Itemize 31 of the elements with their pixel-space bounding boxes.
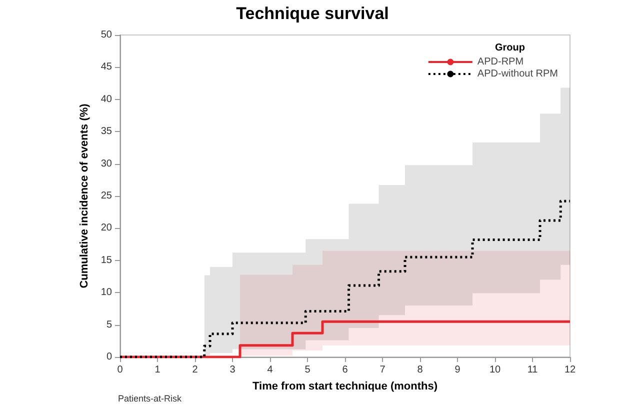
y-tick-label: 35: [100, 126, 112, 138]
y-tick-label: 10: [100, 287, 112, 298]
text: Patients-at-Risk: [118, 394, 182, 404]
chart-title: Technique survival: [236, 4, 389, 23]
x-tick-label: 4: [267, 364, 274, 376]
y-tick-label: 20: [100, 222, 112, 234]
x-tick-label: 3: [230, 364, 236, 376]
y-tick-label: 40: [100, 94, 112, 105]
y-tick-label: 15: [100, 254, 112, 266]
x-tick-label: 7: [380, 364, 386, 376]
x-tick-label: 8: [417, 364, 424, 376]
x-tick-label: 12: [564, 364, 576, 376]
x-tick-label: 6: [342, 364, 348, 376]
x-tick-label: 0: [117, 364, 124, 376]
x-tick-label: 9: [454, 364, 461, 376]
x-tick-label: 1: [154, 364, 161, 376]
legend-title: Group: [495, 42, 526, 54]
x-axis-title: Time from start technique (months): [252, 380, 438, 392]
y-tick-label: 50: [100, 30, 112, 40]
y-tick-label: 0: [106, 352, 112, 362]
y-tick-label: 45: [100, 62, 112, 73]
y-tick-label: 5: [106, 319, 112, 330]
y-tick-label: 25: [100, 190, 112, 202]
y-axis-title: Cumulative incidence of events (%): [78, 103, 90, 288]
y-tick-label: 30: [100, 158, 112, 170]
x-tick-label: 11: [527, 364, 538, 376]
x-tick-label: 5: [304, 364, 311, 376]
x-tick-label: 2: [192, 364, 198, 376]
legend-label: APD-without RPM: [477, 68, 558, 80]
x-tick-label: 10: [489, 364, 501, 376]
legend-label: APD-RPM: [477, 56, 524, 68]
